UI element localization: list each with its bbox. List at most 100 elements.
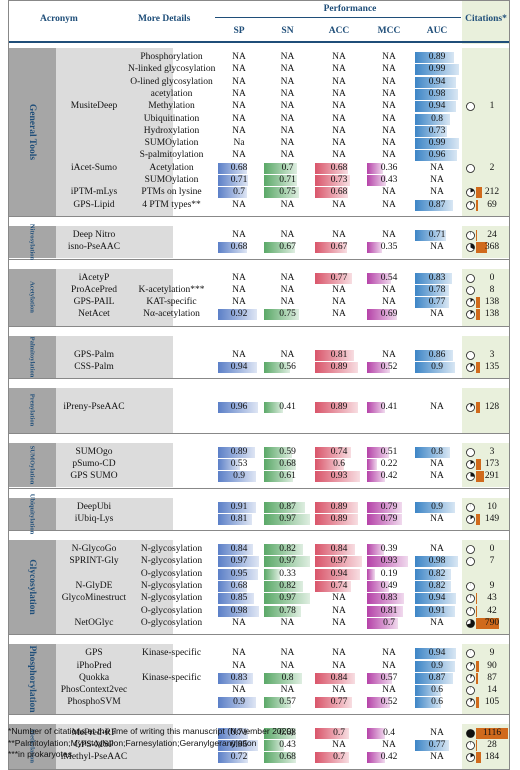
citation-pie-icon: [466, 363, 475, 372]
metric-bar-auc: [415, 297, 449, 309]
tool-detail: PTMs on lysine: [141, 187, 202, 198]
metric-value-auc: NA: [430, 402, 444, 413]
metric-value-sp: 0.68: [230, 581, 248, 591]
citation-count: 212: [484, 187, 500, 198]
tool-detail: N-linked glycosylation: [128, 64, 216, 75]
tool-detail: SUMOylation: [144, 175, 199, 185]
metric-value-mcc: 0.54: [380, 272, 398, 283]
metric-bar-sp: [218, 593, 254, 605]
tool-name: N-GlycoGo: [71, 544, 117, 555]
metric-value-mcc: 0.4: [383, 727, 395, 738]
metric-value-sn: NA: [280, 617, 295, 628]
metric-bar-acc: [315, 187, 348, 199]
metric-value-acc: 0.77: [330, 697, 348, 708]
metric-value-sp: 0.95: [230, 568, 248, 579]
metric-bar-sp: [218, 162, 247, 174]
metric-bar-auc: [415, 697, 442, 709]
metric-bar-acc: [315, 471, 360, 483]
tool-name: GPS-Palm: [73, 349, 115, 360]
metric-value-auc: 0.94: [428, 101, 446, 112]
metric-value-sn: NA: [280, 113, 295, 124]
group-label-bg-3: [56, 335, 173, 379]
metric-bar-sp: [218, 672, 253, 684]
metric-value-sn: 0.8: [281, 672, 294, 683]
citation-bar: [476, 309, 480, 321]
citation-count: 10: [487, 501, 497, 512]
metric-value-mcc: NA: [382, 229, 396, 240]
metric-value-sn: 0.59: [279, 446, 296, 457]
metric-value-auc: 0.8: [431, 446, 443, 457]
metric-value-sp: 0.91: [230, 501, 248, 512]
metric-bar-auc: [415, 113, 451, 125]
tool-name: Quokka: [78, 672, 110, 683]
metric-value-sp: 0.81: [230, 513, 248, 524]
group-separator-7: [8, 634, 510, 636]
citation-bar: [476, 229, 477, 241]
metric-bar-sn: [264, 446, 292, 458]
metric-value-auc: 0.87: [428, 672, 446, 683]
metric-bar-sp: [218, 568, 258, 580]
metric-value-mcc: 0.79: [380, 501, 398, 512]
metric-value-sn: 0.97: [279, 556, 296, 567]
metric-bar-sn: [264, 697, 291, 709]
metric-value-sp: 0.68: [230, 242, 248, 253]
tool-name: iPreny-PseAAC: [63, 402, 125, 413]
tool-name: PhosphoSVM: [67, 697, 121, 708]
group-label-bg-7: [56, 540, 173, 635]
group-separator-4: [8, 432, 510, 434]
metric-value-sp: 0.71: [230, 727, 248, 738]
metric-value-sp: 0.92: [230, 309, 248, 320]
citation-bar: [476, 740, 477, 751]
metric-bar-auc: [415, 101, 457, 113]
citation-count: 9: [489, 648, 495, 659]
metric-bar-auc: [415, 125, 448, 137]
metric-value-auc: 0.6: [431, 697, 443, 708]
metric-value-sp: 0.96: [230, 402, 248, 413]
metric-bar-mcc: [367, 617, 398, 629]
citation-count: 42: [487, 605, 497, 616]
citation-pie-icon: [466, 502, 475, 512]
metric-bar-mcc: [367, 544, 385, 556]
citation-count: 149: [484, 513, 500, 524]
metric-value-sn: 0.75: [279, 187, 296, 198]
metric-bar-sn: [264, 242, 296, 254]
metric-value-sn: 0.82: [279, 581, 296, 591]
citation-pie-icon: [466, 285, 475, 295]
metric-bar-auc: [415, 685, 442, 697]
metric-value-sp: 0.98: [230, 605, 248, 616]
citation-count: 7: [489, 556, 495, 567]
metric-value-auc: 0.87: [428, 199, 446, 210]
citation-pie-icon: [466, 582, 475, 591]
group-band-7: [8, 540, 56, 635]
metric-value-sp: 0.83: [230, 672, 248, 683]
citation-count: 14: [487, 685, 497, 696]
citation-pie-icon: [466, 686, 475, 695]
metric-value-auc: 0.71: [428, 229, 446, 240]
metric-value-sp: NA: [232, 113, 246, 124]
group-band-5: [8, 442, 56, 488]
metric-bar-acc: [315, 672, 356, 684]
metric-bar-sp: [218, 697, 256, 709]
metric-value-mcc: 0.79: [380, 513, 398, 524]
metric-bar-acc: [315, 513, 358, 525]
metric-bar-auc: [415, 272, 452, 284]
metric-value-acc: NA: [332, 284, 346, 295]
citation-pie-icon: [466, 298, 475, 307]
citation-pie-icon: [466, 698, 475, 708]
tool-name: MePred-RF: [71, 727, 117, 738]
metric-bar-mcc: [367, 242, 383, 254]
metric-value-acc: 0.74: [330, 581, 348, 591]
metric-value-sn: 0.7: [281, 162, 294, 173]
metric-bar-sp: [218, 556, 259, 568]
citation-bar: [476, 187, 483, 199]
group-band-0: [8, 48, 56, 216]
metric-value-sp: NA: [232, 685, 246, 696]
metric-value-sp: NA: [232, 76, 246, 87]
metric-value-sp: NA: [232, 284, 246, 295]
metric-value-acc: NA: [332, 309, 346, 320]
metric-value-sp: NA: [232, 88, 246, 99]
metric-value-auc: NA: [430, 752, 444, 763]
group-label-bg-8: [56, 644, 173, 714]
tool-name: iPhoPred: [76, 660, 112, 671]
metric-value-sn: 0.87: [279, 501, 296, 512]
